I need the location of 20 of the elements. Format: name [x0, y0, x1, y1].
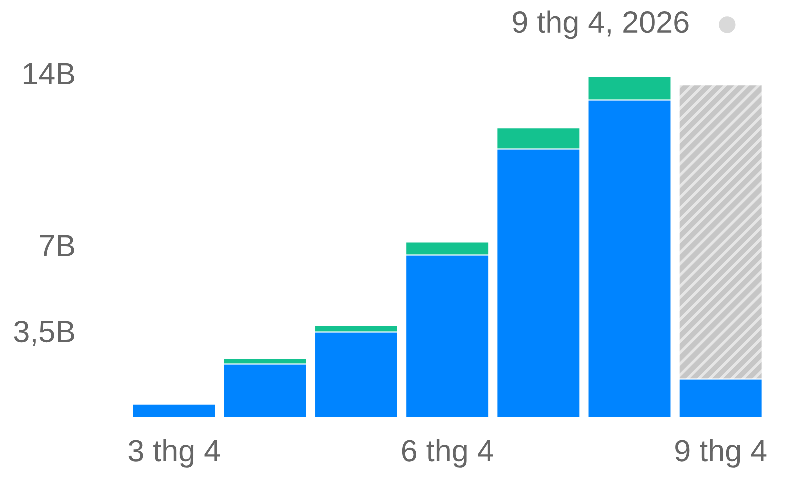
- bar: [588, 100, 671, 418]
- bar: [498, 149, 580, 418]
- text: 9 thg 4, 2026: [513, 10, 689, 40]
- bar: [224, 364, 306, 418]
- y-tick-label: 14B: [24, 63, 74, 84]
- bar: [680, 86, 762, 380]
- bar: [406, 255, 489, 418]
- bar: [316, 326, 398, 332]
- bar: [133, 404, 216, 418]
- x-tick-label: 6 thg 4: [402, 439, 494, 468]
- y-tick-label: 7B: [40, 235, 74, 256]
- bar: [588, 77, 671, 100]
- bar: [316, 332, 398, 418]
- bar: [680, 379, 762, 418]
- bar: [224, 359, 306, 364]
- x-tick-label: 9 thg 4: [676, 439, 767, 468]
- y-tick-label: 3,5B: [14, 320, 74, 346]
- bar: [498, 128, 580, 150]
- bar: [406, 242, 489, 256]
- x-tick-label: 3 thg 4: [128, 439, 220, 468]
